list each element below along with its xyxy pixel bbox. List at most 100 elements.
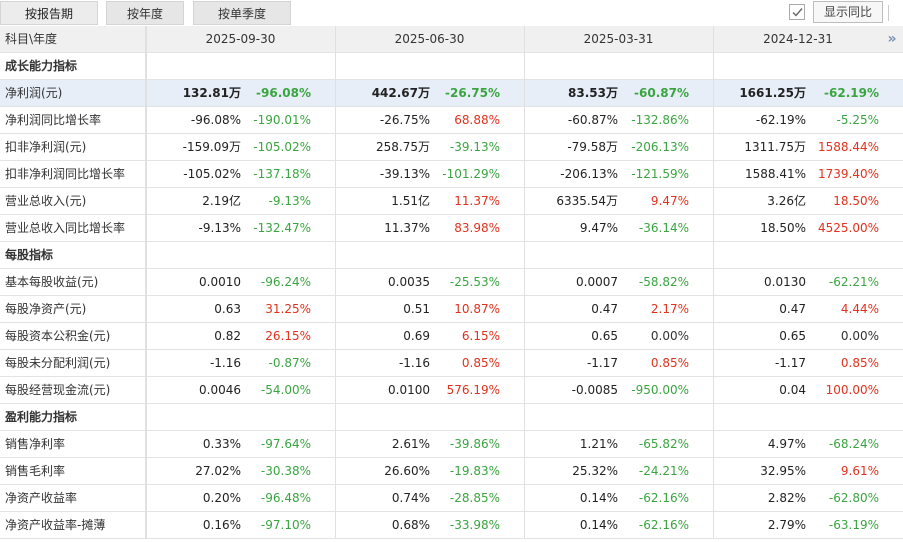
column-separator — [524, 431, 525, 458]
value-cell: -1.17 — [774, 356, 806, 370]
column-separator — [524, 350, 525, 377]
row-label[interactable]: 每股净资产(元) — [0, 296, 146, 323]
column-separator — [146, 485, 147, 512]
column-separator — [524, 404, 525, 431]
row-label[interactable]: 销售毛利率 — [0, 458, 146, 485]
yoy-change-cell: 0.85% — [461, 356, 500, 370]
show-yoy-checkbox[interactable] — [789, 4, 805, 20]
yoy-change-cell: 18.50% — [833, 194, 879, 208]
tab-by-report-period[interactable]: 按报告期 — [0, 1, 98, 25]
column-separator — [146, 512, 147, 539]
column-separator — [524, 53, 525, 80]
value-cell: 0.65 — [591, 329, 618, 343]
value-cell: 18.50% — [760, 221, 806, 235]
column-separator — [524, 134, 525, 161]
value-cell: -62.19% — [755, 113, 806, 127]
value-cell: 11.37% — [384, 221, 430, 235]
column-separator — [713, 485, 714, 512]
table-row: 每股未分配利润(元) -1.16 -0.87% -1.16 0.85% -1.17 0.85… — [0, 350, 903, 377]
column-separator — [335, 431, 336, 458]
column-separator — [335, 26, 336, 53]
yoy-change-cell: -39.13% — [449, 140, 500, 154]
value-cell: 0.65 — [779, 329, 806, 343]
yoy-change-cell: -96.24% — [260, 275, 311, 289]
row-label[interactable]: 每股未分配利润(元) — [0, 350, 146, 377]
value-cell: -39.13% — [379, 167, 430, 181]
column-separator — [335, 512, 336, 539]
show-yoy-button[interactable]: 显示同比 — [813, 1, 889, 23]
tab-by-quarter[interactable]: 按单季度 — [193, 1, 291, 25]
row-label[interactable]: 净资产收益率-摊薄 — [0, 512, 146, 539]
period-header[interactable]: 2025-06-30 — [394, 32, 465, 46]
row-label[interactable]: 扣非净利润(元) — [0, 134, 146, 161]
value-cell: -26.75% — [379, 113, 430, 127]
period-header[interactable]: 2024-12-31 — [763, 32, 833, 46]
yoy-change-cell: -58.82% — [638, 275, 689, 289]
value-cell: 442.67万 — [371, 86, 430, 100]
row-label[interactable]: 营业总收入(元) — [0, 188, 146, 215]
value-cell: 132.81万 — [182, 86, 241, 100]
yoy-change-cell: 68.88% — [454, 113, 500, 127]
yoy-change-cell: -63.19% — [828, 518, 879, 532]
column-separator — [524, 161, 525, 188]
column-separator — [713, 242, 714, 269]
row-label[interactable]: 每股经营现金流(元) — [0, 377, 146, 404]
value-cell: -0.0085 — [571, 383, 618, 397]
column-separator — [146, 80, 147, 107]
value-cell: 0.33% — [202, 437, 241, 451]
section-title: 每股指标 — [0, 242, 146, 269]
period-header[interactable]: 2025-09-30 — [205, 32, 276, 46]
scroll-right-icon[interactable]: » — [887, 31, 897, 47]
yoy-change-cell: -62.16% — [638, 518, 689, 532]
value-cell: -159.09万 — [182, 140, 241, 154]
yoy-change-cell: -190.01% — [253, 113, 311, 127]
row-label[interactable]: 净资产收益率 — [0, 485, 146, 512]
column-separator — [524, 188, 525, 215]
value-cell: 258.75万 — [376, 140, 430, 154]
value-cell: 26.60% — [384, 464, 430, 478]
column-separator — [335, 377, 336, 404]
column-separator — [713, 188, 714, 215]
column-separator — [524, 323, 525, 350]
value-cell: 0.47 — [779, 302, 806, 316]
tab-by-year[interactable]: 按年度 — [106, 1, 184, 25]
yoy-change-cell: 0.00% — [840, 329, 879, 343]
yoy-change-cell: 31.25% — [265, 302, 311, 316]
column-separator — [335, 296, 336, 323]
value-cell: 2.19亿 — [202, 194, 241, 208]
period-header[interactable]: 2025-03-31 — [583, 32, 654, 46]
value-cell: 2.61% — [391, 437, 430, 451]
yoy-change-cell: 1588.44% — [817, 140, 879, 154]
column-separator — [335, 458, 336, 485]
yoy-change-cell: -96.08% — [256, 86, 311, 100]
section-header-row: 盈利能力指标 — [0, 404, 903, 431]
column-separator — [335, 161, 336, 188]
column-separator — [524, 485, 525, 512]
row-label[interactable]: 销售净利率 — [0, 431, 146, 458]
table-row: 净利润同比增长率 -96.08% -190.01% -26.75% 68.88% -60.… — [0, 107, 903, 134]
yoy-change-cell: -28.85% — [449, 491, 500, 505]
value-cell: 2.82% — [767, 491, 806, 505]
row-label[interactable]: 每股资本公积金(元) — [0, 323, 146, 350]
value-cell: -1.16 — [209, 356, 241, 370]
column-separator — [335, 80, 336, 107]
section-header-row: 成长能力指标 — [0, 53, 903, 80]
row-label[interactable]: 净利润同比增长率 — [0, 107, 146, 134]
yoy-change-cell: -132.47% — [253, 221, 311, 235]
value-cell: 0.74% — [391, 491, 430, 505]
row-label[interactable]: 净利润(元) — [0, 80, 146, 107]
value-cell: 0.82 — [214, 329, 241, 343]
yoy-change-cell: -19.83% — [449, 464, 500, 478]
column-separator — [146, 134, 147, 161]
check-icon — [792, 8, 803, 17]
yoy-change-cell: -121.59% — [631, 167, 689, 181]
row-label[interactable]: 营业总收入同比增长率 — [0, 215, 146, 242]
table-row: 营业总收入同比增长率 -9.13% -132.47% 11.37% 83.98% 9.47… — [0, 215, 903, 242]
tab-bar: 按报告期 按年度 按单季度 显示同比 — [0, 0, 903, 26]
row-label[interactable]: 扣非净利润同比增长率 — [0, 161, 146, 188]
column-separator — [335, 350, 336, 377]
column-separator — [713, 26, 714, 53]
column-separator — [713, 404, 714, 431]
row-label[interactable]: 基本每股收益(元) — [0, 269, 146, 296]
yoy-change-cell: -101.29% — [442, 167, 500, 181]
